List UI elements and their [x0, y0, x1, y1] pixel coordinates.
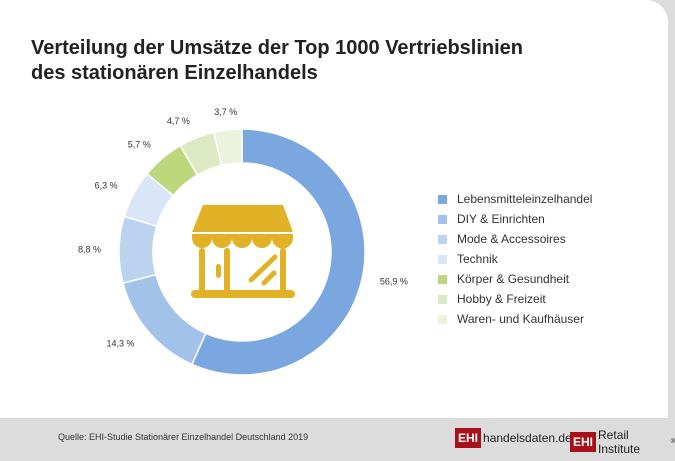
legend-swatch [438, 214, 447, 224]
site-name: handelsdaten.de [483, 431, 572, 445]
legend-label: Lebensmitteleinzelhandel [457, 192, 593, 206]
chart-title: Verteilung der Umsätze der Top 1000 Vert… [31, 36, 523, 86]
legend-swatch [438, 314, 447, 324]
data-label: 5,7 % [128, 140, 151, 150]
legend-item: Technik [438, 249, 592, 269]
legend-item: Hobby & Freizeit [438, 289, 592, 309]
legend-label: Körper & Gesundheit [457, 272, 570, 286]
legend-item: DIY & Einrichten [438, 209, 592, 229]
legend-swatch [438, 254, 447, 264]
title-line-2: des stationären Einzelhandels [31, 62, 318, 84]
slice-7 [212, 128, 243, 167]
legend-label: Technik [457, 252, 498, 266]
legend-swatch [438, 194, 447, 204]
legend-label: Waren- und Kaufhäuser [457, 312, 584, 326]
legend-item: Mode & Accessoires [438, 229, 592, 249]
ehi-logo-mark: EHI [455, 428, 482, 448]
data-label: 4,7 % [167, 116, 190, 126]
legend-item: Waren- und Kaufhäuser [438, 309, 592, 329]
legend-item: Lebensmitteleinzelhandel [438, 189, 592, 209]
data-label: 3,7 % [214, 107, 237, 117]
legend-label: DIY & Einrichten [457, 212, 545, 226]
ehi-logo-mark: EHI [570, 432, 597, 452]
legend-swatch [438, 234, 447, 244]
registered-mark: ® [670, 439, 675, 445]
title-line-1: Verteilung der Umsätze der Top 1000 Vert… [31, 37, 524, 59]
slice-3 [118, 215, 158, 285]
data-label: 14,3 % [106, 338, 134, 348]
institute-name: Retail Institute [598, 428, 641, 456]
data-label: 8,8 % [78, 244, 101, 254]
slice-1 [190, 128, 366, 376]
legend-label: Hobby & Freizeit [457, 292, 546, 306]
slice-2 [122, 273, 207, 366]
legend-swatch [438, 294, 447, 304]
data-label: 56,9 % [380, 276, 408, 286]
ehi-retail-institute-logo[interactable]: EHI Retail Institute ® [570, 428, 675, 456]
handelsdaten-logo[interactable]: EHI handelsdaten.de [455, 428, 572, 448]
legend: Lebensmitteleinzelhandel DIY & Einrichten… [438, 189, 592, 329]
store-icon [191, 205, 295, 298]
source-note: Quelle: EHI-Studie Stationärer Einzelhan… [58, 432, 309, 442]
data-label: 6,3 % [95, 180, 118, 190]
legend-item: Körper & Gesundheit [438, 269, 592, 289]
legend-swatch [438, 274, 447, 284]
legend-label: Mode & Accessoires [457, 232, 566, 246]
